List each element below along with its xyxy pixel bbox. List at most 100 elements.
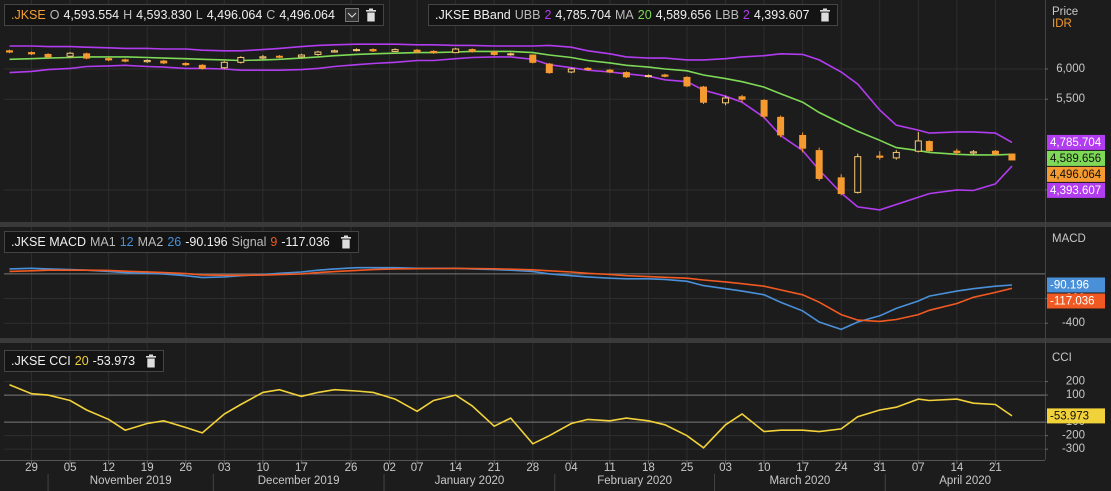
legend-token: LBB	[715, 8, 739, 22]
candle-body	[237, 56, 245, 63]
series-line	[9, 383, 1013, 449]
last-value-badge	[1047, 150, 1105, 166]
y-tick-label: 6,000	[1056, 63, 1085, 75]
legend-token: 4,593.830	[136, 8, 192, 22]
candle-body	[622, 72, 630, 78]
x-tick-label: 24	[835, 462, 848, 474]
candle-body	[567, 68, 575, 73]
x-tick-label: 17	[796, 462, 809, 474]
x-tick-label: 11	[604, 462, 616, 474]
candle-body	[28, 52, 36, 55]
x-tick-label: 29	[25, 462, 38, 474]
legend-token: 2	[742, 8, 750, 22]
delete-button[interactable]	[365, 8, 377, 22]
candle-body	[644, 75, 652, 78]
candle-body	[275, 55, 283, 58]
candle-body	[606, 69, 614, 73]
x-tick-label: 26	[345, 462, 358, 474]
candle-body	[953, 150, 961, 153]
x-tick-label: 07	[411, 462, 424, 474]
price-legend: .JKSE O 4,593.554 H 4,593.830 L 4,496.064 C 4,49…	[4, 4, 384, 26]
candle-body	[799, 134, 807, 149]
axis-title: Price	[1052, 6, 1078, 18]
candle-body	[44, 53, 52, 58]
candle-body	[738, 96, 746, 100]
candle-body	[66, 52, 74, 57]
legend-token: .JKSE BBand	[435, 8, 511, 22]
legend-token: 12	[119, 235, 134, 249]
candle-body	[837, 177, 845, 195]
legend-token: MA2	[137, 235, 164, 249]
y-tick-label: -400	[1062, 317, 1085, 329]
legend-token: 4,393.607	[753, 8, 810, 22]
x-tick-label: 14	[449, 462, 462, 474]
legend-token: 20	[74, 354, 89, 368]
x-tick-label: 10	[758, 462, 771, 474]
month-label: January 2020	[435, 475, 505, 487]
candle-body	[760, 99, 768, 117]
macd-legend: .JKSE MACD MA1 12 MA2 26 -90.196 Signal 9 -117.0…	[4, 231, 359, 253]
x-tick-label: 19	[141, 462, 154, 474]
candle-body	[430, 50, 438, 54]
last-value-badge	[1047, 293, 1105, 309]
band-line	[9, 50, 1013, 156]
x-tick-label: 14	[950, 462, 963, 474]
legend-token: H	[123, 8, 133, 22]
candle-body	[507, 53, 515, 56]
candle-body	[297, 54, 305, 58]
legend-token: .JKSE CCI	[11, 354, 71, 368]
candle-body	[876, 155, 884, 158]
band-line	[9, 56, 1013, 211]
candle-body	[198, 64, 206, 69]
legend-token: 4,589.656	[655, 8, 712, 22]
legend-token: UBB	[514, 8, 541, 22]
legend-token: L	[195, 8, 203, 22]
y-tick-label: 200	[1066, 376, 1085, 388]
candle-body	[969, 151, 977, 154]
candle-body	[6, 50, 14, 53]
x-tick-label: 05	[64, 462, 77, 474]
legend-token: -90.196	[185, 235, 228, 249]
legend-token: Signal	[231, 235, 267, 249]
last-value-badge	[1047, 166, 1105, 182]
candle-body	[529, 54, 537, 63]
x-tick-label: 07	[912, 462, 925, 474]
legend-token: .JKSE MACD	[11, 235, 87, 249]
candle-body	[369, 49, 377, 52]
legend-token: MA	[615, 8, 634, 22]
x-tick-label: 18	[642, 462, 655, 474]
axis-title: MACD	[1052, 233, 1086, 245]
axis-unit: IDR	[1052, 18, 1072, 30]
candle-body	[143, 59, 151, 63]
x-tick-label: 21	[488, 462, 501, 474]
candle-body	[490, 51, 498, 55]
last-value-label: -90.196	[1050, 280, 1089, 292]
candle-body	[160, 60, 168, 64]
legend-token: MA1	[90, 235, 116, 249]
candle-body	[220, 61, 228, 69]
delete-button[interactable]	[145, 354, 157, 368]
delete-button[interactable]	[819, 8, 831, 22]
last-value-badge	[1047, 134, 1105, 150]
candle-body	[545, 63, 553, 74]
dropdown-button[interactable]	[344, 8, 359, 22]
y-axis-line	[1045, 0, 1046, 460]
y-tick-label: 5,500	[1056, 93, 1085, 105]
last-value-label: 4,589.656	[1050, 153, 1101, 165]
month-label: February 2020	[597, 475, 672, 487]
legend-token: 9	[270, 235, 278, 249]
candle-body	[83, 53, 91, 59]
delete-button[interactable]	[340, 235, 352, 249]
candle-body	[330, 50, 338, 53]
last-value-label: -53.973	[1050, 410, 1089, 422]
candle-body	[452, 48, 460, 54]
candle-body	[914, 140, 922, 152]
candle-body	[105, 58, 113, 61]
legend-token: 2	[544, 8, 552, 22]
month-label: December 2019	[258, 475, 340, 487]
last-value-badge	[1047, 277, 1105, 293]
month-label: April 2020	[939, 475, 991, 487]
x-tick-label: 03	[719, 462, 732, 474]
x-tick-label: 28	[526, 462, 539, 474]
candle-body	[683, 76, 691, 87]
